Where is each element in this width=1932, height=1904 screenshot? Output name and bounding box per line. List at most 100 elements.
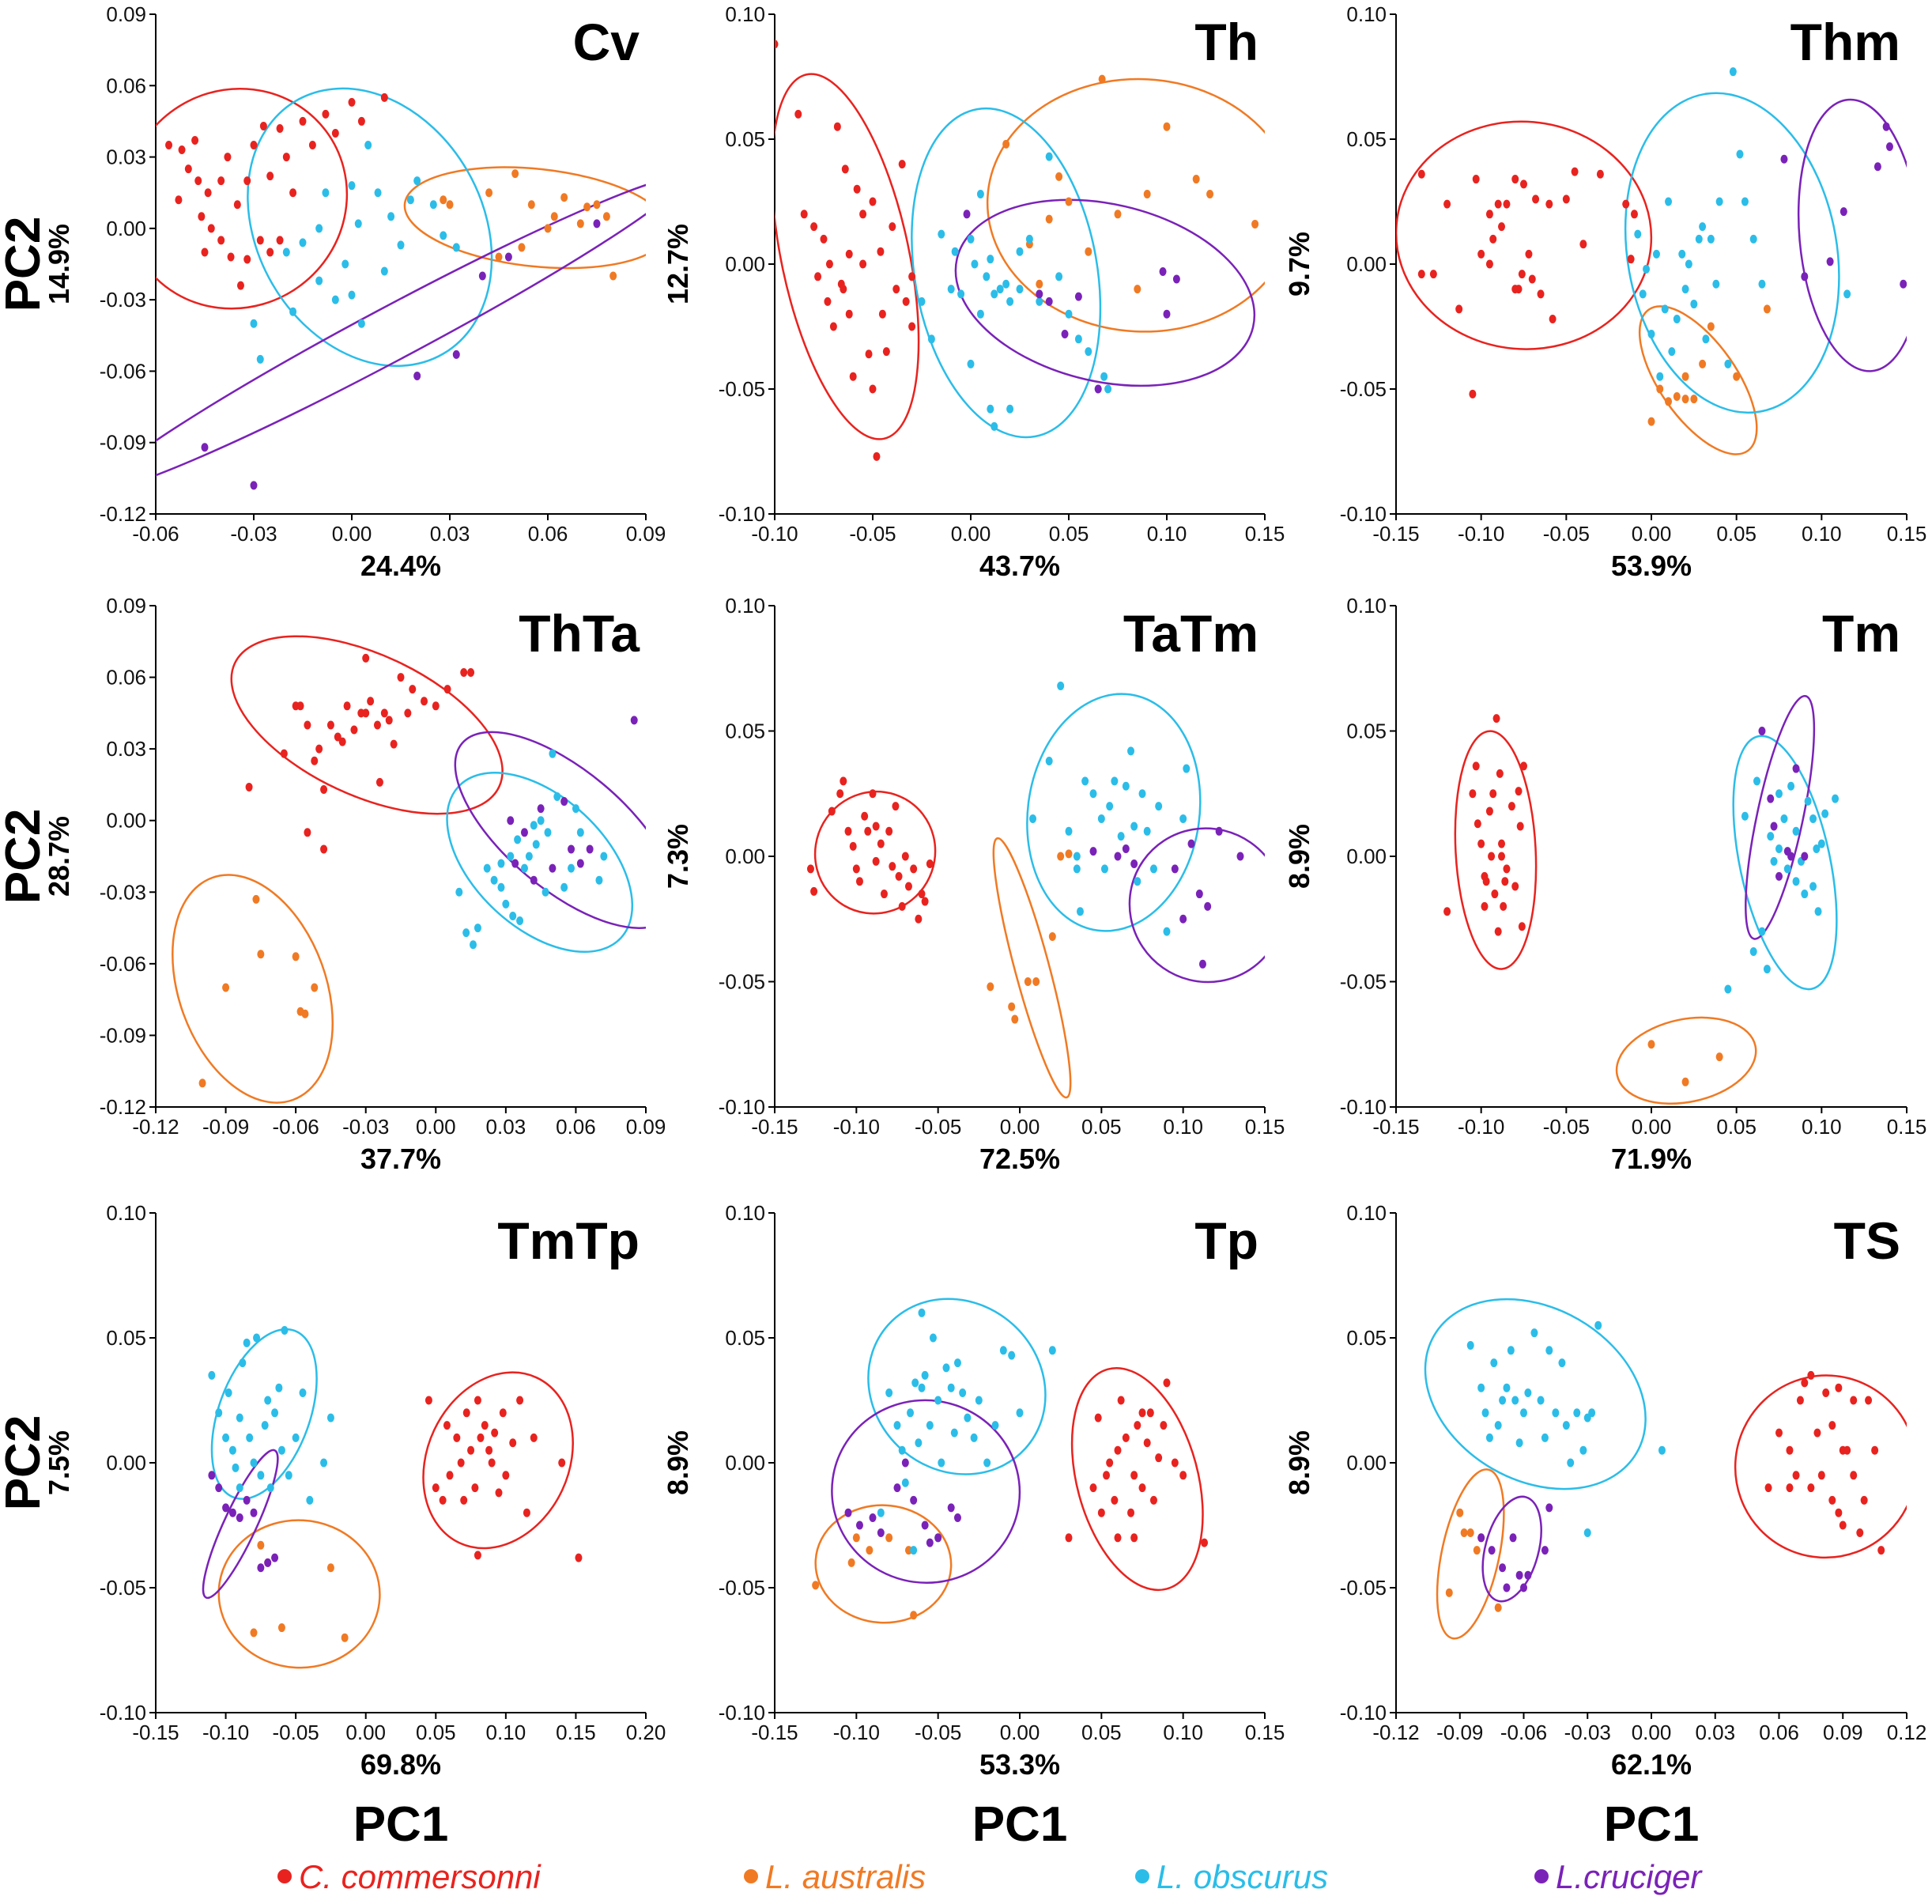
data-point <box>306 1495 314 1505</box>
y-tick-label: 0.03 <box>106 737 146 761</box>
data-point <box>1065 1533 1073 1543</box>
y-tick-label: -0.12 <box>100 502 146 526</box>
confidence-ellipse <box>217 1519 381 1669</box>
data-point <box>1843 289 1851 299</box>
data-point <box>991 289 998 299</box>
x-tick-label: 0.00 <box>1000 1115 1040 1139</box>
data-point <box>1036 279 1043 289</box>
data-point <box>207 224 215 233</box>
data-point <box>967 234 975 244</box>
data-point <box>304 828 311 837</box>
data-point <box>541 887 549 897</box>
data-point <box>908 272 916 281</box>
data-point <box>889 222 896 232</box>
x-tick-label: -0.05 <box>915 1721 961 1744</box>
data-point <box>904 882 912 891</box>
data-point <box>1775 871 1783 881</box>
data-point <box>1871 1445 1879 1455</box>
confidence-ellipse <box>210 1328 318 1500</box>
data-point <box>257 1563 265 1573</box>
data-point <box>1114 210 1122 219</box>
data-point <box>334 732 341 742</box>
data-point <box>1573 1408 1581 1418</box>
x-variance-label: 24.4% <box>360 550 441 582</box>
data-point <box>1485 210 1493 219</box>
data-point <box>901 1458 909 1468</box>
data-point <box>1515 1570 1523 1580</box>
data-point <box>852 864 860 874</box>
x-tick-label: -0.05 <box>273 1721 319 1744</box>
data-point <box>1814 907 1822 916</box>
data-point <box>825 259 833 269</box>
y-tick-label: -0.05 <box>100 1576 146 1600</box>
data-point <box>885 826 893 836</box>
data-point <box>1681 1077 1689 1086</box>
data-point <box>947 1383 955 1392</box>
y-tick-label: 0.10 <box>1346 594 1387 618</box>
y-tick-label: 0.06 <box>106 74 146 97</box>
data-point <box>1481 901 1489 911</box>
y-tick-label: 0.10 <box>106 1201 146 1225</box>
y-tick-label: 0.00 <box>106 1451 146 1475</box>
data-point <box>1712 279 1720 289</box>
plot-area <box>812 1298 1209 1624</box>
data-point <box>215 1483 223 1493</box>
data-point <box>1130 1533 1138 1543</box>
data-point <box>1002 139 1010 149</box>
data-point <box>225 1388 232 1398</box>
data-point <box>877 1528 885 1537</box>
data-point <box>1775 789 1783 799</box>
data-point <box>1065 826 1073 836</box>
data-point <box>439 1495 447 1505</box>
y-tick-label: 0.05 <box>725 720 765 743</box>
data-point <box>1850 1471 1858 1480</box>
confidence-ellipse <box>1026 693 1202 932</box>
data-point <box>1081 776 1089 786</box>
data-point <box>1832 794 1840 803</box>
y-tick-label: -0.06 <box>100 952 146 976</box>
data-point <box>1699 222 1707 232</box>
data-point <box>1515 787 1523 796</box>
confidence-ellipse <box>775 73 920 440</box>
y-tick-label: -0.10 <box>1340 1701 1387 1725</box>
data-point <box>1520 761 1527 771</box>
data-point <box>1103 1471 1111 1480</box>
data-point <box>1630 210 1638 219</box>
data-point <box>380 708 388 718</box>
x-tick-label: 0.05 <box>416 1721 456 1744</box>
data-point <box>950 1428 958 1437</box>
confidence-ellipse <box>1128 827 1265 984</box>
confidence-ellipse <box>403 166 646 270</box>
confidence-ellipse <box>1396 120 1653 350</box>
data-point <box>953 1513 961 1523</box>
data-point <box>322 109 330 119</box>
data-point <box>520 828 528 837</box>
x-variance-label: 53.9% <box>1611 550 1692 582</box>
data-point <box>953 1358 961 1368</box>
data-point <box>362 653 370 663</box>
data-point <box>397 673 405 682</box>
x-tick-label: -0.03 <box>342 1115 389 1139</box>
data-point <box>898 901 906 911</box>
data-point <box>1627 255 1635 264</box>
y-tick-label: 0.00 <box>725 252 765 276</box>
data-point <box>1481 1408 1489 1418</box>
data-point <box>348 97 356 107</box>
data-point <box>1149 864 1157 874</box>
data-point <box>1498 839 1506 848</box>
data-point <box>852 1533 860 1543</box>
data-point <box>1541 1433 1549 1442</box>
data-point <box>593 219 601 229</box>
data-point <box>222 1503 230 1513</box>
panel-tatm: -0.15 -0.10 -0.05 0.00 0.05 0.10 0.15-0.10-0.0… <box>662 594 1285 1175</box>
data-point <box>232 1463 240 1472</box>
data-point <box>934 1396 942 1405</box>
data-point <box>1733 372 1741 381</box>
y-tick-label: 0.10 <box>725 1201 765 1225</box>
data-point <box>1707 322 1715 331</box>
data-point <box>1117 1396 1125 1405</box>
legend-marker <box>744 1869 758 1883</box>
data-point <box>311 756 319 765</box>
panel-cv: -0.06 -0.03 0.00 0.03 0.06 0.09 -0.12 -0.09 -0.0… <box>43 2 666 582</box>
data-point <box>1729 67 1737 77</box>
